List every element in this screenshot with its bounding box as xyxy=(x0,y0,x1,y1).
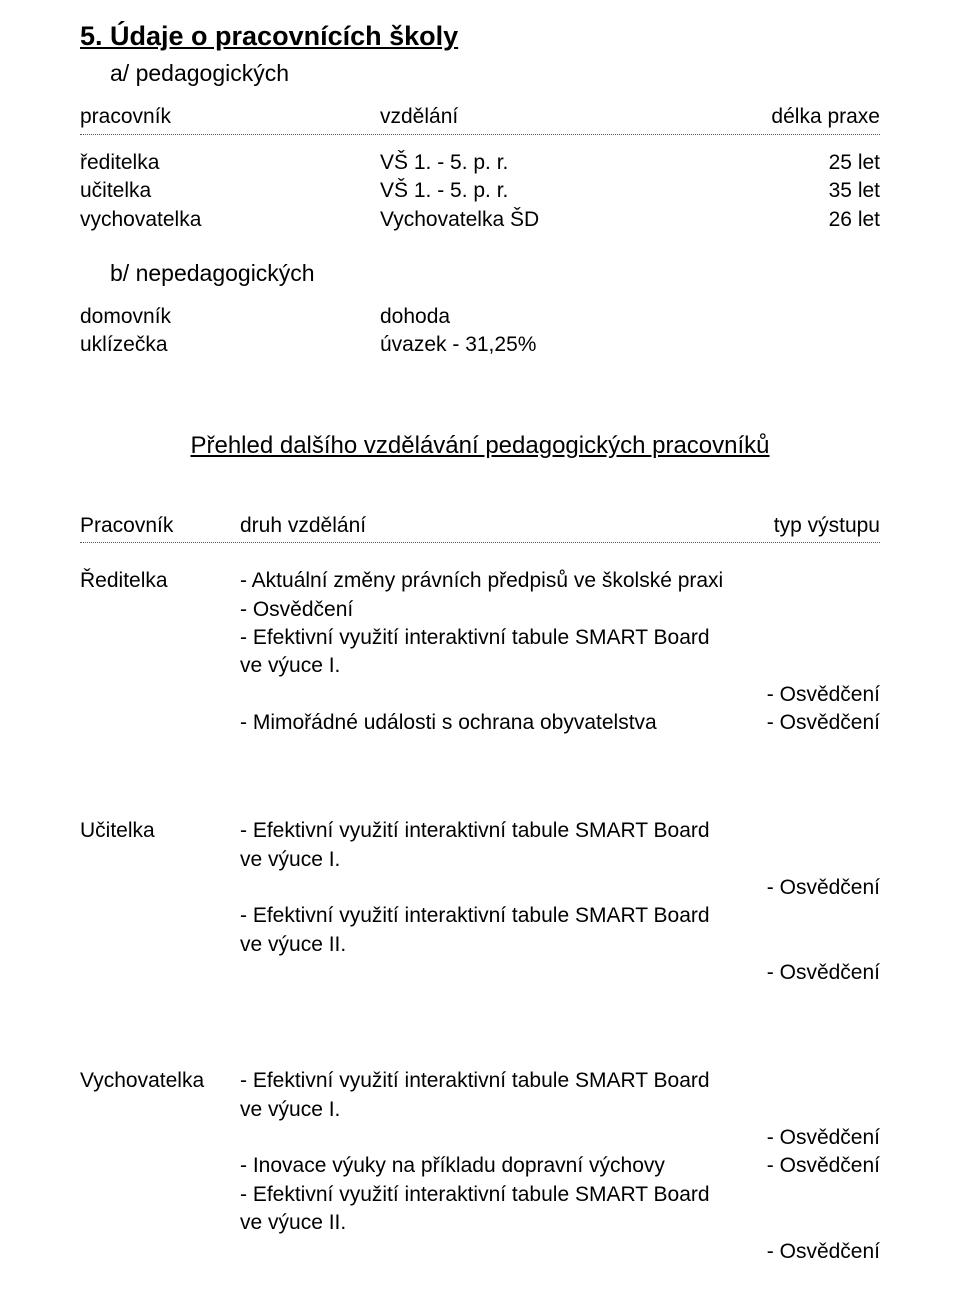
subheading-b: b/ nepedagogických xyxy=(110,258,880,289)
header-delka-praxe: délka praxe xyxy=(680,103,880,131)
table-row: - Efektivní využití interaktivní tabule … xyxy=(80,1181,880,1238)
staff-header-row: pracovník vzdělání délka praxe xyxy=(80,103,880,134)
cell-training: - Efektivní využití interaktivní tabule … xyxy=(240,817,730,874)
section-heading: 5. Údaje o pracovnících školy xyxy=(80,18,880,54)
table-row: ředitelka VŠ 1. - 5. p. r. 25 let xyxy=(80,149,880,177)
cell-practice: 26 let xyxy=(680,206,880,234)
table-row: Ředitelka - Aktuální změny právních před… xyxy=(80,567,880,624)
header-pracovnik: Pracovník xyxy=(80,512,240,540)
staff-rows: ředitelka VŠ 1. - 5. p. r. 25 let učitel… xyxy=(80,149,880,234)
header-druh-vzdelani: druh vzdělání xyxy=(240,512,730,540)
table-row: uklízečka úvazek - 31,25% xyxy=(80,331,880,359)
cell-education: Vychovatelka ŠD xyxy=(380,206,680,234)
cell-practice: 35 let xyxy=(680,177,880,205)
table-row: Vychovatelka - Efektivní využití interak… xyxy=(80,1067,880,1124)
cell-output: - Osvědčení xyxy=(730,681,880,709)
training-header-row: Pracovník druh vzdělání typ výstupu xyxy=(80,512,880,543)
header-pracovnik: pracovník xyxy=(80,103,380,131)
table-row: - Osvědčení xyxy=(80,959,880,987)
table-row: učitelka VŠ 1. - 5. p. r. 35 let xyxy=(80,177,880,205)
cell-arrangement: úvazek - 31,25% xyxy=(380,331,880,359)
table-row: - Efektivní využití interaktivní tabule … xyxy=(80,624,880,681)
training-section-title: Přehled dalšího vzdělávání pedagogických… xyxy=(80,430,880,462)
cell-output: - Osvědčení xyxy=(730,959,880,987)
training-lines: - Efektivní využití interaktivní tabule … xyxy=(80,624,880,737)
cell-training: - Aktuální změny právních předpisů ve šk… xyxy=(240,567,730,624)
cell-role: Učitelka xyxy=(80,817,240,845)
training-lines: - Osvědčení - Inovace výuky na příkladu … xyxy=(80,1124,880,1266)
training-lines: - Osvědčení - Efektivní využití interakt… xyxy=(80,874,880,987)
cell-education: VŠ 1. - 5. p. r. xyxy=(380,149,680,177)
header-typ-vystupu: typ výstupu xyxy=(730,512,880,540)
cell-output: - Osvědčení xyxy=(730,709,880,737)
training-block-ucitelka: Učitelka - Efektivní využití interaktivn… xyxy=(80,817,880,987)
cell-role: uklízečka xyxy=(80,331,380,359)
cell-training: - Inovace výuky na příkladu dopravní výc… xyxy=(240,1152,730,1180)
table-row: - Osvědčení xyxy=(80,1124,880,1152)
cell-training: - Efektivní využití interaktivní tabule … xyxy=(240,1067,730,1124)
cell-output: - Osvědčení xyxy=(730,874,880,902)
table-row: vychovatelka Vychovatelka ŠD 26 let xyxy=(80,206,880,234)
cell-role: učitelka xyxy=(80,177,380,205)
cell-output: - Osvědčení xyxy=(730,1238,880,1266)
cell-training: - Efektivní využití interaktivní tabule … xyxy=(240,624,730,681)
cell-training: - Mimořádné události s ochrana obyvatels… xyxy=(240,709,730,737)
table-row: - Inovace výuky na příkladu dopravní výc… xyxy=(80,1152,880,1180)
training-block-vychovatelka: Vychovatelka - Efektivní využití interak… xyxy=(80,1067,880,1265)
page: 5. Údaje o pracovnících školy a/ pedagog… xyxy=(0,0,960,1308)
cell-training: - Efektivní využití interaktivní tabule … xyxy=(240,902,730,959)
cell-arrangement: dohoda xyxy=(380,303,880,331)
table-row: - Mimořádné události s ochrana obyvatels… xyxy=(80,709,880,737)
table-row: - Efektivní využití interaktivní tabule … xyxy=(80,902,880,959)
header-vzdelani: vzdělání xyxy=(380,103,680,131)
cell-output: - Osvědčení xyxy=(730,1124,880,1152)
cell-role: Vychovatelka xyxy=(80,1067,240,1095)
table-row: - Osvědčení xyxy=(80,1238,880,1266)
cell-role: Ředitelka xyxy=(80,567,240,595)
table-row: - Osvědčení xyxy=(80,681,880,709)
table-row: domovník dohoda xyxy=(80,303,880,331)
cell-role: domovník xyxy=(80,303,380,331)
subheading-a: a/ pedagogických xyxy=(110,58,880,89)
table-row: - Osvědčení xyxy=(80,874,880,902)
training-block-reditelka: Ředitelka - Aktuální změny právních před… xyxy=(80,567,880,737)
cell-output: - Osvědčení xyxy=(730,1152,880,1180)
nonteach-rows: domovník dohoda uklízečka úvazek - 31,25… xyxy=(80,303,880,360)
cell-education: VŠ 1. - 5. p. r. xyxy=(380,177,680,205)
table-row: Učitelka - Efektivní využití interaktivn… xyxy=(80,817,880,874)
cell-role: vychovatelka xyxy=(80,206,380,234)
cell-practice: 25 let xyxy=(680,149,880,177)
cell-role: ředitelka xyxy=(80,149,380,177)
cell-training: - Efektivní využití interaktivní tabule … xyxy=(240,1181,730,1238)
